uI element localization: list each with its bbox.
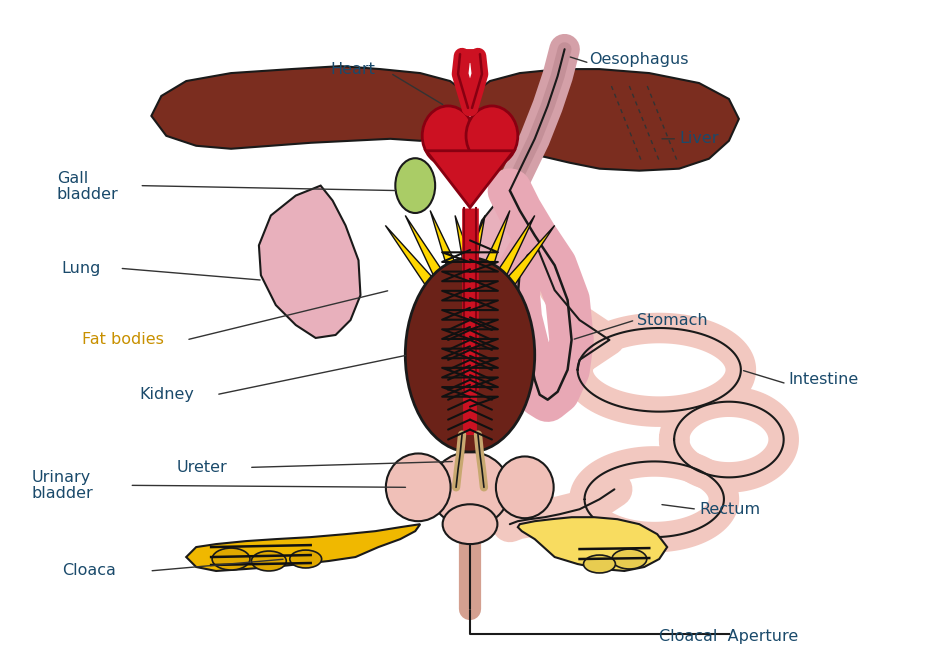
Polygon shape xyxy=(455,215,492,327)
Polygon shape xyxy=(434,141,514,172)
Text: bladder: bladder xyxy=(57,187,118,202)
Text: Stomach: Stomach xyxy=(636,313,707,328)
Ellipse shape xyxy=(442,504,497,544)
Polygon shape xyxy=(405,215,471,327)
Text: Ureter: Ureter xyxy=(177,460,227,475)
Polygon shape xyxy=(458,211,510,330)
Polygon shape xyxy=(447,215,484,327)
Text: Heart: Heart xyxy=(330,62,375,76)
Text: Urinary: Urinary xyxy=(32,470,91,485)
Polygon shape xyxy=(385,226,462,322)
Polygon shape xyxy=(467,215,534,327)
Ellipse shape xyxy=(422,106,474,166)
Polygon shape xyxy=(469,69,738,170)
Text: Cloacal  Aperture: Cloacal Aperture xyxy=(659,629,798,644)
Ellipse shape xyxy=(496,457,553,519)
Ellipse shape xyxy=(405,258,534,452)
Text: Rectum: Rectum xyxy=(699,502,759,517)
Text: Fat bodies: Fat bodies xyxy=(81,332,163,347)
Ellipse shape xyxy=(612,549,646,569)
Polygon shape xyxy=(467,186,537,335)
Text: Lung: Lung xyxy=(61,261,101,276)
Ellipse shape xyxy=(395,158,434,213)
Text: Cloaca: Cloaca xyxy=(61,563,115,578)
Text: Oesophagus: Oesophagus xyxy=(589,51,688,66)
Ellipse shape xyxy=(290,550,321,568)
Polygon shape xyxy=(517,517,666,571)
Text: bladder: bladder xyxy=(32,486,93,501)
Text: Kidney: Kidney xyxy=(140,387,194,402)
Polygon shape xyxy=(426,151,514,207)
Ellipse shape xyxy=(251,551,286,571)
Ellipse shape xyxy=(430,452,510,526)
Text: Liver: Liver xyxy=(679,132,717,146)
Ellipse shape xyxy=(211,548,249,570)
Polygon shape xyxy=(186,524,420,571)
Ellipse shape xyxy=(582,555,615,573)
Text: Gall: Gall xyxy=(57,171,88,186)
Text: Intestine: Intestine xyxy=(788,372,858,388)
Polygon shape xyxy=(151,66,469,149)
Polygon shape xyxy=(430,211,481,330)
Polygon shape xyxy=(259,186,360,338)
Polygon shape xyxy=(478,226,554,322)
Ellipse shape xyxy=(385,453,450,521)
Ellipse shape xyxy=(465,106,517,166)
